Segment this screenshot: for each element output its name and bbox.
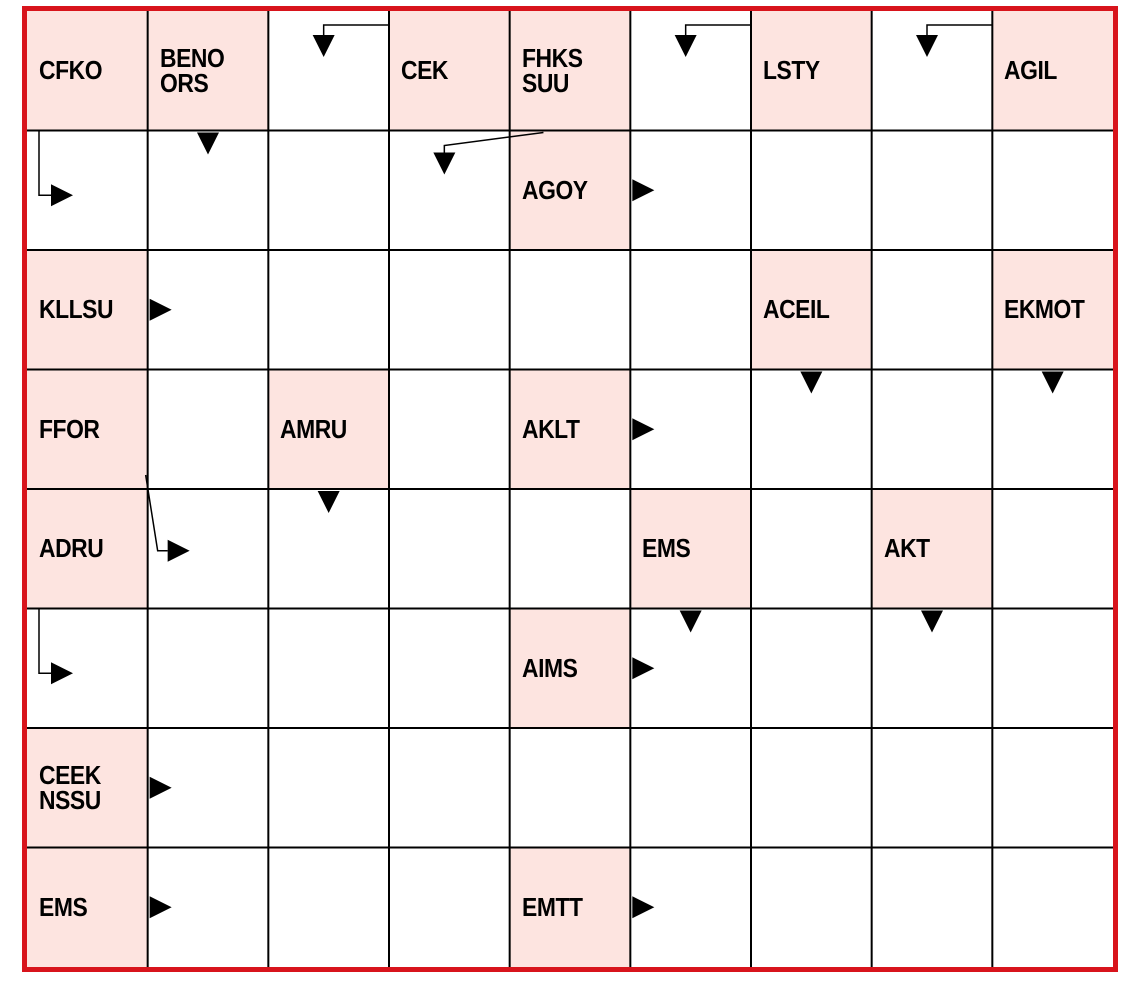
bent-arrow-line — [38, 608, 51, 674]
clue-text: AGOY — [521, 174, 588, 205]
arrow-down-icon — [679, 610, 702, 633]
clue-cell: AKLT — [509, 369, 631, 489]
bent-arrow-down-icon — [312, 35, 335, 57]
diag-arrow-line — [144, 474, 168, 552]
arrow-down-icon — [921, 610, 943, 633]
grid-lines — [27, 11, 1113, 967]
clue-text: ADRU — [39, 533, 104, 564]
arrow-right-icon — [632, 657, 655, 680]
bent-arrow-line — [38, 130, 51, 196]
clue-cell: ADRU — [27, 489, 148, 609]
clue-cell: AIMS — [509, 608, 631, 728]
bent-arrow-down-icon — [674, 35, 697, 57]
arrow-down-icon — [197, 132, 219, 155]
clue-cell: BENO ORS — [147, 11, 269, 131]
bent-arrow-right-icon — [51, 662, 73, 685]
bent-arrow-line — [684, 24, 751, 35]
clue-text: KLLSU — [39, 294, 114, 325]
clue-text: ACEIL — [763, 294, 830, 325]
clue-text: EMS — [39, 891, 88, 922]
clue-text: EMTT — [521, 891, 583, 922]
puzzle-board: CFKO BENO ORS CEK FHKS SUU LSTY AGIL AGOY KLLSU AC… — [22, 6, 1118, 972]
clue-text: ORS — [159, 67, 209, 98]
clue-text: CEEK — [39, 759, 101, 790]
clue-cell: EMS — [630, 489, 751, 609]
clue-text: CFKO — [39, 55, 103, 86]
clue-text: SUU — [521, 67, 569, 98]
diag-arrow-line — [443, 131, 544, 153]
diag-arrow-right-icon — [167, 539, 190, 562]
clue-cell: CEK — [389, 11, 510, 131]
bent-arrow-line — [322, 24, 389, 35]
arrow-right-icon — [149, 896, 172, 919]
arrow-down-icon — [1041, 371, 1064, 394]
clue-text: AMRU — [280, 413, 348, 444]
clue-cell: CEEK NSSU — [27, 728, 148, 848]
arrow-right-icon — [632, 418, 655, 441]
clue-cell: EMS — [27, 847, 148, 967]
clue-cell: ACEIL — [751, 250, 872, 370]
clue-cell: AKT — [871, 489, 993, 609]
clue-cell: EMTT — [509, 847, 631, 967]
clue-text: BENO — [159, 42, 225, 73]
clue-cell: AMRU — [268, 369, 389, 489]
clue-text: AGIL — [1004, 55, 1058, 86]
arrow-down-icon — [800, 371, 823, 394]
clue-cell: FHKS SUU — [509, 11, 631, 131]
clue-text: EMS — [642, 533, 691, 564]
clue-text: CEK — [401, 55, 448, 86]
diag-arrow-down-icon — [433, 152, 456, 175]
clue-text: AIMS — [521, 652, 578, 683]
arrow-right-icon — [149, 776, 172, 799]
arrow-right-icon — [149, 298, 172, 321]
clue-cell: EKMOT — [992, 250, 1113, 370]
clue-text: FFOR — [39, 413, 100, 444]
bent-arrow-right-icon — [51, 184, 73, 207]
clue-cell: LSTY — [751, 11, 872, 131]
clue-cell: AGOY — [509, 130, 631, 250]
clue-text: LSTY — [763, 55, 820, 86]
clue-cell: AGIL — [992, 11, 1113, 131]
clue-cell: KLLSU — [27, 250, 148, 370]
clue-cell: FFOR — [27, 369, 148, 489]
clue-text: EKMOT — [1004, 294, 1085, 325]
bent-arrow-line — [926, 24, 993, 35]
arrow-down-icon — [317, 491, 340, 513]
clue-text: NSSU — [39, 784, 101, 815]
clue-text: AKT — [883, 533, 930, 564]
arrow-right-icon — [632, 896, 655, 919]
bent-arrow-down-icon — [916, 35, 938, 57]
clue-cell: CFKO — [27, 11, 148, 131]
arrow-right-icon — [632, 179, 655, 202]
clue-text: FHKS — [521, 42, 583, 73]
clue-text: AKLT — [521, 413, 580, 444]
